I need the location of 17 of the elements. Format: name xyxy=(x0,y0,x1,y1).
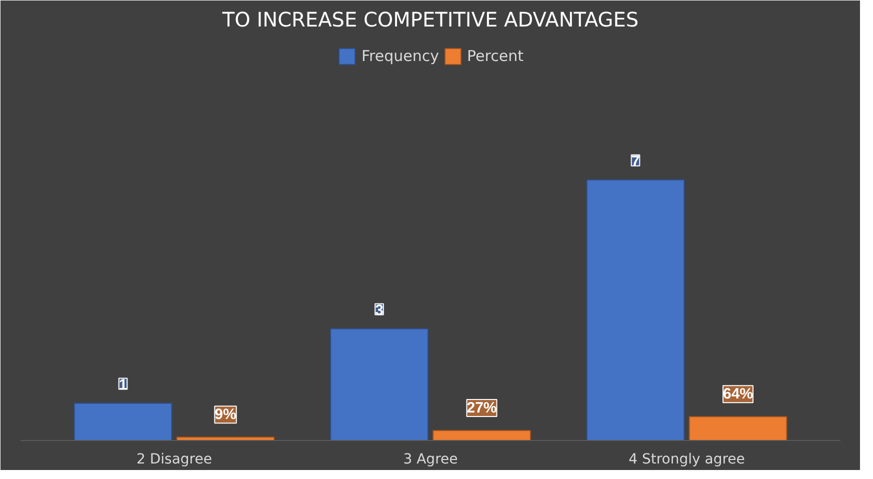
data-label: 3 xyxy=(375,302,384,319)
data-label: 7 xyxy=(631,152,640,170)
legend-label: Percent xyxy=(467,47,524,65)
x-tick-label: 4 Strongly agree xyxy=(628,452,745,468)
bar xyxy=(688,416,788,440)
data-label: 64% xyxy=(722,386,754,403)
bar xyxy=(586,179,685,440)
bar xyxy=(176,436,275,440)
x-tick-label: 2 Disagree xyxy=(136,452,212,468)
chart-title: TO INCREASE COMPETITIVE ADVANTAGES xyxy=(221,8,639,32)
legend-label: Frequency xyxy=(362,47,440,65)
data-label: 9% xyxy=(214,406,236,424)
bar xyxy=(74,402,172,440)
data-label: 27% xyxy=(466,399,497,416)
x-tick-label: 3 Agree xyxy=(403,452,458,468)
bar xyxy=(330,328,428,440)
bar xyxy=(432,430,531,440)
